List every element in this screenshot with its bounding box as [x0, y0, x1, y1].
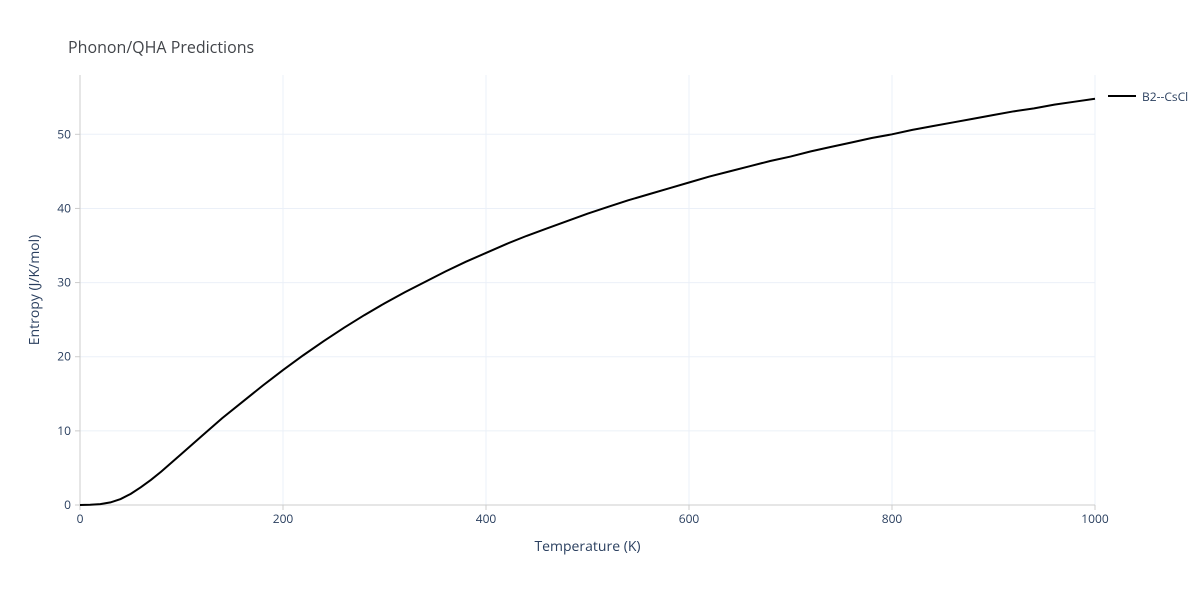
- chart-container: Phonon/QHA Predictions 02004006008001000…: [0, 0, 1200, 600]
- y-tick-label: 0: [64, 496, 71, 513]
- legend-swatch: [1108, 90, 1136, 102]
- y-axis-label: Entropy (J/K/mol): [25, 230, 44, 350]
- series-line: [80, 99, 1095, 505]
- y-tick-label: 40: [57, 199, 71, 216]
- y-tick-label: 50: [57, 125, 71, 142]
- x-tick-label: 0: [77, 510, 84, 527]
- legend-label: B2--CsCl: [1142, 88, 1188, 105]
- chart-title: Phonon/QHA Predictions: [68, 36, 254, 58]
- chart-legend: B2--CsCl: [1108, 86, 1188, 106]
- legend-item[interactable]: B2--CsCl: [1108, 86, 1188, 106]
- x-tick-label: 800: [882, 510, 903, 527]
- y-tick-label: 20: [57, 348, 71, 365]
- y-tick-label: 30: [57, 274, 71, 291]
- y-tick-label: 10: [57, 422, 71, 439]
- x-tick-label: 600: [679, 510, 700, 527]
- x-tick-label: 400: [476, 510, 497, 527]
- x-axis-label: Temperature (K): [528, 537, 648, 556]
- x-tick-label: 200: [273, 510, 294, 527]
- x-tick-label: 1000: [1081, 510, 1109, 527]
- chart-plot-area: 0 200 400 600 800 1000 0 10 20 30 40 50: [0, 0, 1200, 600]
